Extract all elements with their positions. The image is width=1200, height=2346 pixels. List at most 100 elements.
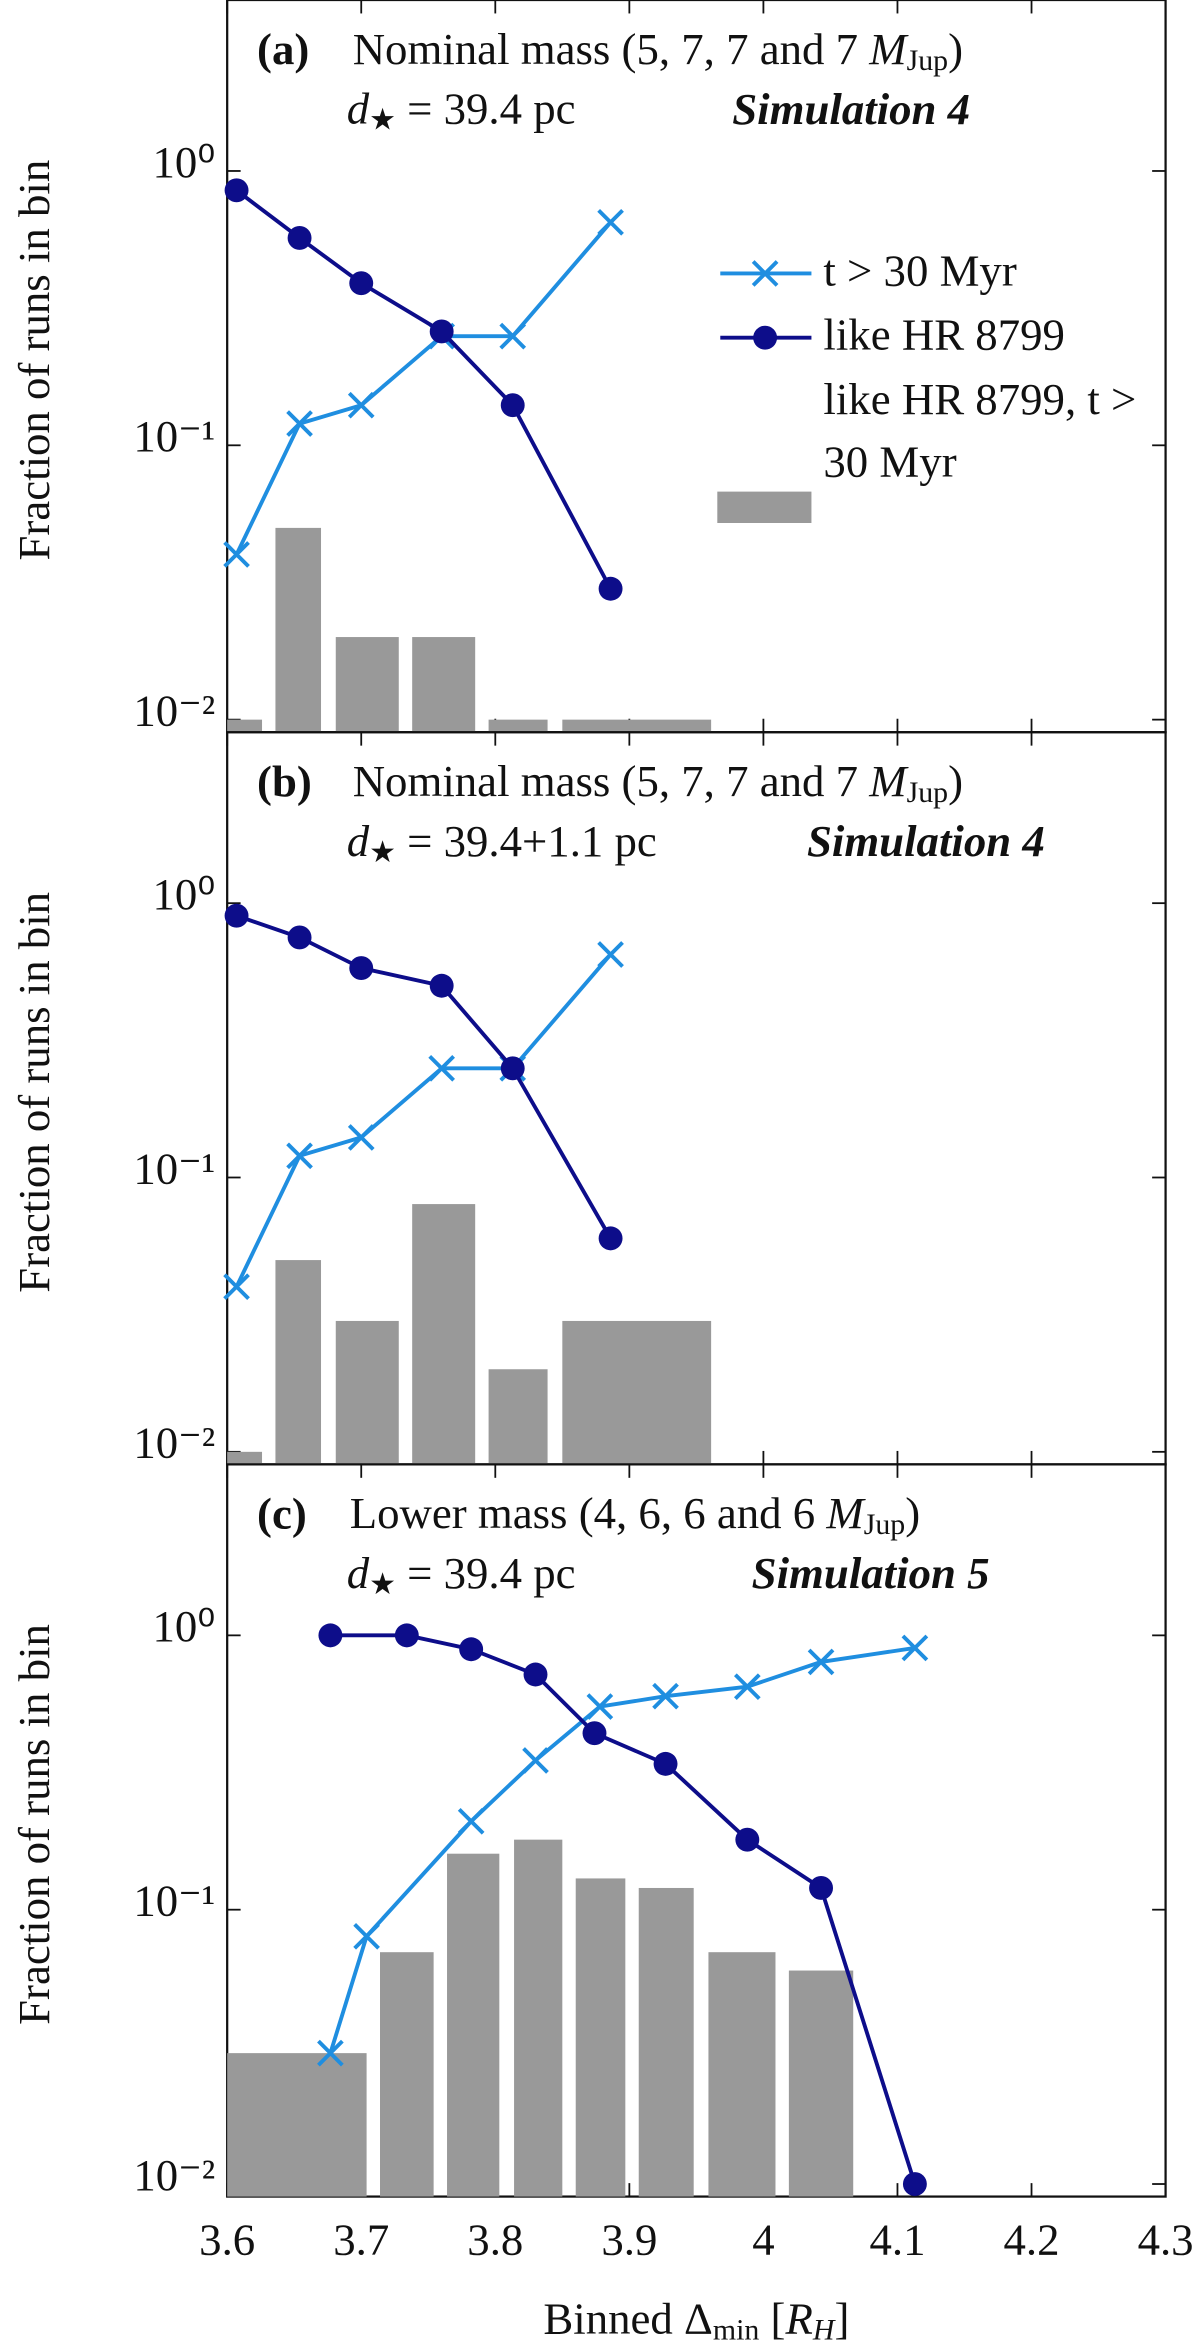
bar: [380, 1952, 434, 2197]
panel-subtitle-part: d: [347, 84, 370, 134]
marker: [499, 322, 527, 350]
marker: [597, 208, 624, 236]
marker: [224, 903, 249, 928]
panel-title-part: Nominal mass (5, 7, 7 and 7: [353, 756, 870, 806]
y-tick-label: 10⁻¹: [133, 411, 215, 461]
plot-frame: [226, 1463, 1167, 2198]
panel-title-part: ): [948, 756, 963, 806]
bar: [412, 637, 476, 733]
marker: [522, 1747, 549, 1774]
marker: [317, 2039, 344, 2067]
line: [235, 913, 613, 1240]
marker: [429, 973, 454, 998]
marker: [586, 1693, 614, 1720]
marker: [224, 178, 249, 203]
marker: [735, 1827, 760, 1852]
bar: [227, 1451, 263, 1465]
simulation-label: Simulation 4: [807, 816, 1045, 866]
x-tick-label: 3.7: [333, 2215, 389, 2265]
legend-marker: [753, 325, 778, 350]
panel-subtitle-part: ★: [369, 103, 396, 136]
bar: [562, 1320, 712, 1465]
marker: [394, 1623, 419, 1648]
panel-label: (b): [257, 756, 312, 806]
marker: [428, 1055, 455, 1082]
marker: [653, 1751, 678, 1776]
marker: [582, 1721, 607, 1746]
x-axis-label-part: min: [713, 2313, 760, 2346]
panel-title-part: M: [868, 24, 909, 74]
panel-subtitle: d★ = 39.4+1.1 pc: [347, 816, 657, 869]
panel-title-part: Nominal mass (5, 7, 7 and 7: [353, 24, 870, 74]
marker: [457, 1807, 485, 1835]
panel-title: Nominal mass (5, 7, 7 and 7 MJup): [353, 756, 963, 809]
y-axis-label: Fraction of runs in bin: [9, 892, 59, 1293]
y-tick-label: 10⁻²: [133, 2150, 215, 2200]
x-tick-label: 3.9: [601, 2215, 657, 2265]
bar: [335, 1320, 399, 1465]
x-tick-label: 3.6: [199, 2215, 255, 2265]
marker: [287, 225, 312, 250]
marker: [349, 271, 374, 296]
bar: [514, 1839, 563, 2197]
marker: [286, 410, 313, 437]
legend-entry: like HR 8799: [823, 310, 1065, 361]
marker: [523, 1662, 548, 1687]
marker: [349, 956, 374, 981]
x-tick-label: 4.3: [1138, 2215, 1194, 2265]
bar: [275, 1260, 322, 1465]
marker: [223, 1273, 250, 1300]
legend-label: like HR 8799: [823, 310, 1065, 361]
marker: [347, 391, 375, 419]
panel-title-part: ): [948, 24, 963, 74]
bar: [488, 719, 548, 733]
x-axis-label-part: [: [759, 2294, 785, 2344]
marker: [809, 1876, 834, 1900]
marker: [459, 1637, 484, 1662]
y-tick-label: 10⁻²: [133, 685, 215, 735]
legend-entry: t > 30 Myr: [823, 246, 1017, 296]
bar: [638, 1887, 694, 2197]
panel-subtitle-part: d: [347, 1548, 370, 1598]
bar: [335, 637, 399, 733]
bar: [708, 1952, 776, 2197]
bar: [488, 1369, 548, 1465]
bar: [227, 2053, 367, 2197]
marker: [286, 1142, 313, 1170]
panel-title: Nominal mass (5, 7, 7 and 7 MJup): [353, 24, 963, 77]
panel-subtitle-part: d: [347, 816, 370, 866]
bar: [275, 527, 322, 733]
y-axis-label: Fraction of runs in bin: [9, 1624, 59, 2025]
x-axis-label: Binned Δmin [RH]: [543, 2294, 849, 2346]
bar: [447, 1853, 500, 2197]
legend-marker: [751, 260, 779, 287]
bar: [227, 719, 263, 733]
y-tick-label: 10⁻²: [133, 1418, 215, 1468]
line: [235, 188, 613, 590]
panel-subtitle-part: ★: [369, 836, 396, 869]
y-tick-label: 10⁰: [152, 1601, 215, 1651]
panel-subtitle: d★ = 39.4 pc: [347, 84, 576, 137]
marker: [598, 576, 623, 601]
y-axis-label: Fraction of runs in bin: [9, 160, 59, 561]
legend-label: t > 30 Myr: [823, 246, 1017, 296]
marker: [287, 925, 312, 950]
legend-label: like HR 8799, t > 30 Myr: [823, 375, 1137, 488]
panel-subtitle-part: = 39.4 pc: [396, 84, 576, 134]
simulation-label: Simulation 5: [752, 1548, 990, 1598]
panel-subtitle-part: ★: [369, 1568, 396, 1601]
bar: [412, 1204, 476, 1465]
marker: [500, 393, 525, 418]
marker: [598, 1226, 623, 1251]
marker: [901, 1634, 929, 1662]
marker: [807, 1648, 835, 1676]
panel-title-part: Jup: [907, 44, 949, 77]
marker: [733, 1673, 761, 1701]
panel-title-part: Lower mass (4, 6, 6 and 6: [350, 1488, 827, 1538]
bar: [562, 719, 712, 733]
marker: [597, 941, 624, 968]
panel-label: (a): [257, 24, 309, 74]
panel-title-part: M: [868, 756, 909, 806]
marker: [318, 1623, 343, 1648]
marker: [347, 1124, 375, 1151]
